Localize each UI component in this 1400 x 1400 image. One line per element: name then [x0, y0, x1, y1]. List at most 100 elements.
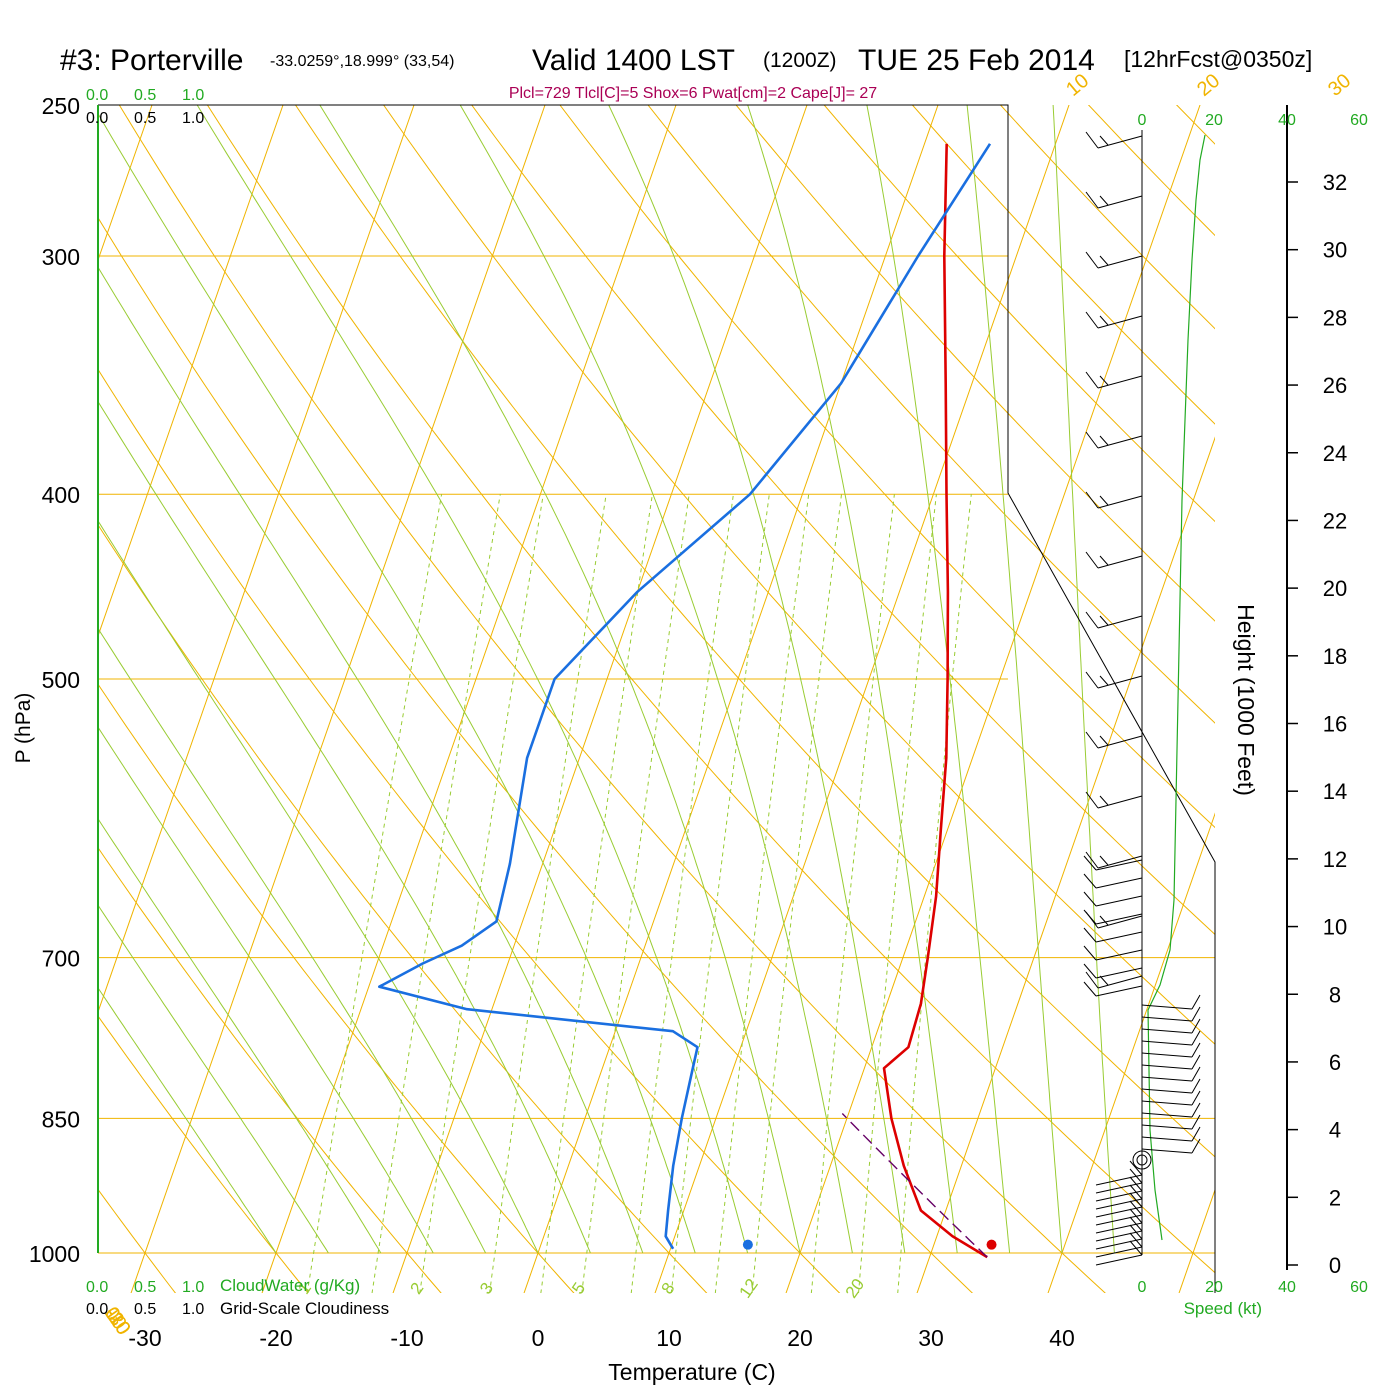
isotherm-20	[785, 105, 1201, 1293]
wind-barb-staff	[1141, 1088, 1193, 1094]
cloud-water-scale-top-2: 1.0	[182, 87, 204, 104]
parcel-path	[841, 1113, 988, 1258]
mixing-ratio-1.5	[371, 494, 501, 1293]
cloud-water-scale-bottom-1: 0.5	[134, 1279, 156, 1296]
moist-adiabat--4	[98, 627, 487, 1254]
wind-barb-staff	[1097, 375, 1143, 389]
cloudiness-scale-bottom-0: 0.0	[86, 1301, 108, 1318]
wind-barb-staff	[1141, 1052, 1193, 1058]
wind-barb-flag	[1129, 1200, 1143, 1216]
x-tick--20: -20	[259, 1325, 292, 1351]
wind-barb-flag	[1191, 1030, 1201, 1046]
y-tick-300: 300	[42, 244, 80, 270]
mixing-ratio-1	[306, 494, 443, 1293]
cloud-water-scale-top-0: 0.0	[86, 87, 108, 104]
wind-barb-staff	[1141, 1148, 1193, 1154]
wind-barb-staff	[1095, 1174, 1143, 1186]
wind-barb-staff	[1095, 985, 1143, 997]
wind-barb-flag	[1083, 873, 1097, 889]
wind-barb-flag	[1085, 731, 1099, 749]
dry-adiabat-40	[118, 105, 1106, 1293]
mixing-ratio-label-2: 2	[406, 1279, 427, 1298]
calm-wind-circle-inner	[1136, 1154, 1148, 1166]
wind-barb-staff	[1095, 859, 1143, 871]
moist-adiabat-4	[98, 400, 591, 1254]
height-tick-2: 2	[1329, 1185, 1341, 1210]
wind-barb-flag	[1083, 855, 1097, 871]
x-tick--10: -10	[390, 1325, 423, 1351]
mixing-ratio-label-3: 3	[476, 1279, 497, 1298]
speed-scale-bottom-20: 20	[1205, 1279, 1223, 1296]
y-tick-250: 250	[42, 93, 80, 119]
isotherm-0	[523, 105, 939, 1293]
utc-time: (1200Z)	[763, 49, 837, 72]
wind-barb-flag	[1099, 315, 1109, 326]
height-tick-20: 20	[1323, 576, 1347, 601]
wind-barb-flag	[1099, 735, 1109, 746]
mixing-ratio-labels: 1 2 3 5 8 12 20	[294, 1275, 868, 1301]
wind-barb-flag	[1085, 791, 1099, 809]
wind-barbs	[1083, 131, 1201, 1266]
station-title: #3: Porterville	[60, 44, 243, 77]
wind-barb-flag	[1099, 675, 1109, 686]
isotherm-label-right-20: 20	[1193, 70, 1224, 101]
mixing-ratio-12	[751, 494, 842, 1293]
isotherm-label-right-30: 30	[1324, 70, 1355, 101]
isotherm-lines	[98, 105, 1215, 1293]
mixing-ratio-label-12: 12	[735, 1275, 761, 1301]
mixing-ratio-24	[897, 494, 972, 1293]
dry-adiabat-30	[98, 216, 974, 1293]
isotherm--30	[130, 105, 546, 1293]
dry-adiabat-60	[294, 105, 1215, 1158]
wind-barb-staff	[1095, 1246, 1143, 1258]
wind-barb-flag	[1129, 1224, 1143, 1240]
mixing-ratio-3	[489, 494, 607, 1293]
wind-barb-staff	[1097, 195, 1143, 209]
wind-barb-staff	[1097, 615, 1143, 629]
height-tick-4: 4	[1329, 1118, 1341, 1143]
wind-barb-staff	[1141, 1100, 1193, 1106]
wind-barb-staff	[1095, 1214, 1143, 1226]
dry-adiabat-120	[823, 105, 1215, 523]
moist-adiabat--8	[98, 726, 434, 1254]
wind-barb-flag	[1085, 311, 1099, 329]
wind-barb-flag	[1191, 1102, 1201, 1118]
wind-barb-staff	[1141, 1076, 1193, 1082]
moist-adiabat-36	[866, 105, 1011, 1254]
height-tick-28: 28	[1323, 305, 1347, 330]
mixing-ratio-4	[540, 494, 653, 1293]
wind-barb-flag	[1085, 611, 1099, 629]
wind-barb-staff	[1097, 675, 1143, 689]
height-tick-14: 14	[1323, 779, 1347, 804]
wind-barb-staff	[1095, 1254, 1143, 1266]
wind-barb-flag	[1191, 1126, 1201, 1142]
wind-barb-flag	[1083, 909, 1097, 925]
wind-barb-flag	[1129, 1240, 1143, 1256]
wind-barb-flag	[1191, 1090, 1201, 1106]
moist-adiabat-0	[98, 519, 539, 1254]
sounding-series	[377, 143, 997, 1259]
dry-adiabat-lines	[98, 105, 1215, 1293]
dry-adiabat--30	[98, 1188, 177, 1293]
isobar-lines	[98, 104, 1215, 1254]
height-tick-32: 32	[1323, 170, 1347, 195]
isotherm--10	[392, 105, 808, 1293]
dry-adiabat-10	[98, 523, 708, 1293]
dry-adiabat-160	[1176, 105, 1215, 145]
cloud-water-scale-bottom-0: 0.0	[86, 1279, 108, 1296]
wind-barb-flag	[1129, 1232, 1143, 1248]
y-tick-700: 700	[42, 946, 80, 972]
cloudiness-scale-bottom-2: 1.0	[182, 1301, 204, 1318]
wind-barb-staff	[1141, 1124, 1193, 1130]
speed-scale-bottom-40: 40	[1278, 1279, 1296, 1296]
speed-scale-top-0: 0	[1138, 112, 1147, 129]
wind-barb-flag	[1191, 1138, 1201, 1154]
wind-barb-staff	[1097, 495, 1143, 509]
wind-barb-flag	[1191, 1066, 1201, 1082]
wind-barb-flag	[1099, 375, 1109, 386]
mixing-ratio-lines	[306, 494, 972, 1293]
wind-barb-flag	[1085, 251, 1099, 269]
